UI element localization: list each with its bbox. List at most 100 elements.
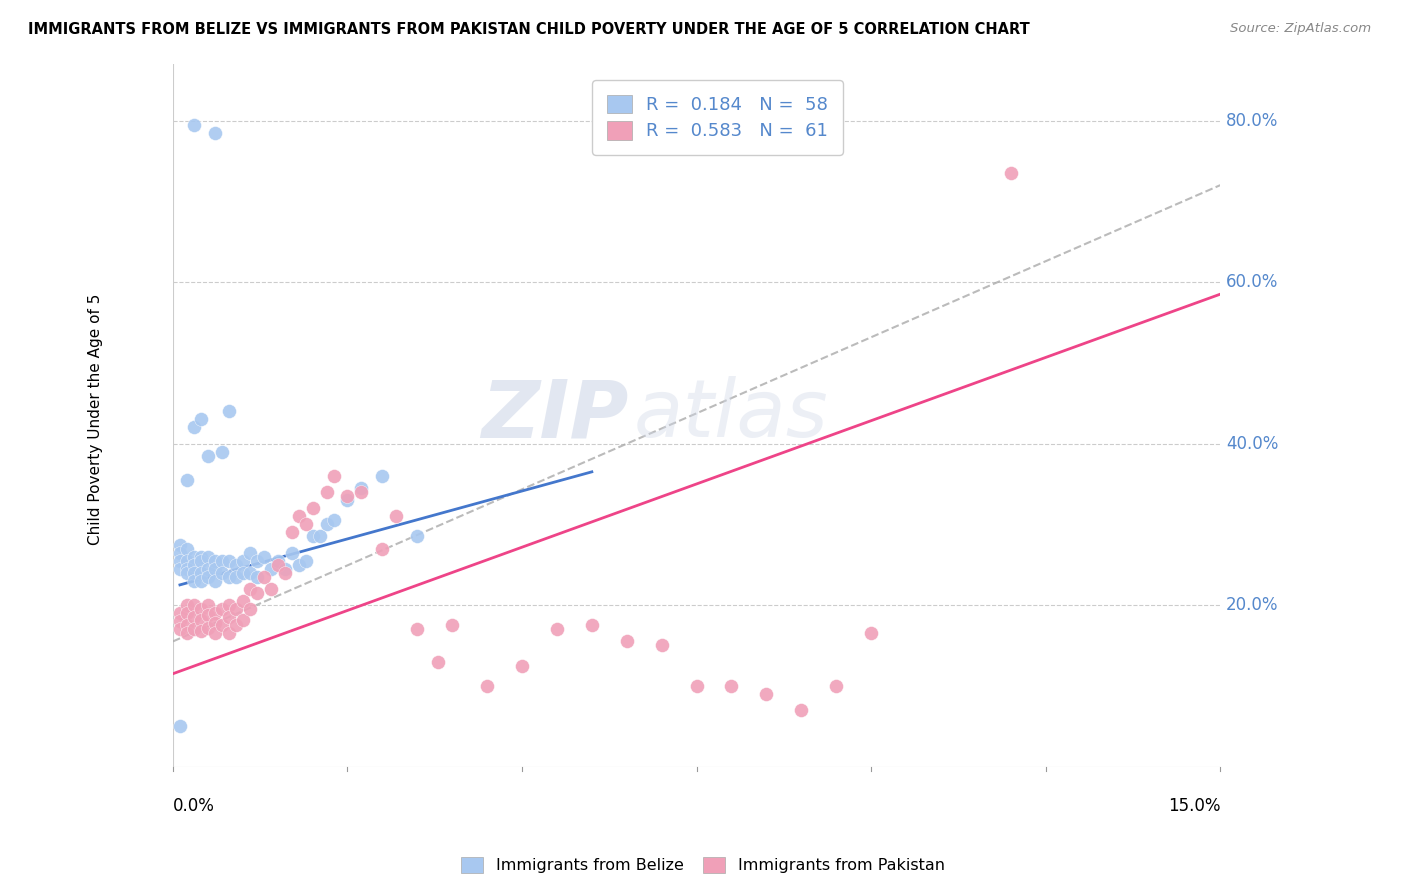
Point	[860, 626, 883, 640]
Point	[260, 582, 283, 596]
Point	[336, 489, 359, 503]
Point	[239, 545, 262, 559]
Point	[218, 570, 240, 584]
Point	[176, 618, 198, 632]
Point	[616, 634, 638, 648]
Point	[218, 404, 240, 418]
Text: 20.0%: 20.0%	[1226, 596, 1278, 614]
Point	[315, 485, 337, 500]
Point	[176, 554, 198, 568]
Point	[246, 586, 269, 600]
Text: 60.0%: 60.0%	[1226, 273, 1278, 291]
Point	[294, 517, 316, 532]
Text: Child Poverty Under the Age of 5: Child Poverty Under the Age of 5	[89, 293, 103, 545]
Point	[441, 618, 464, 632]
Text: 15.0%: 15.0%	[1168, 797, 1220, 815]
Point	[287, 558, 309, 572]
Point	[239, 602, 262, 616]
Text: IMMIGRANTS FROM BELIZE VS IMMIGRANTS FROM PAKISTAN CHILD POVERTY UNDER THE AGE O: IMMIGRANTS FROM BELIZE VS IMMIGRANTS FRO…	[28, 22, 1029, 37]
Point	[755, 687, 778, 701]
Point	[190, 613, 212, 627]
Point	[197, 549, 219, 564]
Point	[197, 621, 219, 635]
Point	[475, 679, 498, 693]
Point	[371, 468, 394, 483]
Point	[232, 566, 254, 580]
Point	[169, 622, 191, 636]
Text: ZIP: ZIP	[481, 376, 628, 454]
Text: Source: ZipAtlas.com: Source: ZipAtlas.com	[1230, 22, 1371, 36]
Point	[204, 126, 226, 140]
Point	[183, 610, 205, 624]
Point	[225, 558, 247, 572]
Point	[287, 509, 309, 524]
Point	[218, 554, 240, 568]
Point	[183, 574, 205, 588]
Point	[176, 598, 198, 612]
Point	[211, 444, 233, 458]
Point	[239, 582, 262, 596]
Point	[308, 529, 330, 543]
Point	[720, 679, 742, 693]
Point	[225, 570, 247, 584]
Point	[183, 420, 205, 434]
Point	[253, 570, 276, 584]
Point	[427, 655, 450, 669]
Point	[322, 468, 344, 483]
Point	[218, 626, 240, 640]
Point	[204, 606, 226, 620]
Point	[385, 509, 408, 524]
Point	[204, 562, 226, 576]
Point	[546, 622, 568, 636]
Point	[190, 554, 212, 568]
Point	[225, 602, 247, 616]
Point	[190, 549, 212, 564]
Point	[183, 566, 205, 580]
Point	[190, 574, 212, 588]
Point	[204, 615, 226, 630]
Point	[176, 541, 198, 556]
Point	[294, 554, 316, 568]
Point	[169, 614, 191, 628]
Point	[581, 618, 603, 632]
Point	[169, 554, 191, 568]
Point	[246, 554, 269, 568]
Legend: R =  0.184   N =  58, R =  0.583   N =  61: R = 0.184 N = 58, R = 0.583 N = 61	[592, 80, 842, 155]
Point	[406, 529, 429, 543]
Point	[280, 545, 302, 559]
Text: 0.0%: 0.0%	[173, 797, 215, 815]
Point	[169, 545, 191, 559]
Point	[211, 602, 233, 616]
Point	[301, 501, 323, 516]
Point	[169, 537, 191, 551]
Point	[253, 549, 276, 564]
Point	[301, 529, 323, 543]
Point	[183, 598, 205, 612]
Text: 40.0%: 40.0%	[1226, 434, 1278, 452]
Point	[197, 570, 219, 584]
Point	[1000, 166, 1022, 180]
Point	[260, 562, 283, 576]
Point	[322, 513, 344, 527]
Point	[190, 624, 212, 638]
Point	[211, 566, 233, 580]
Point	[204, 574, 226, 588]
Point	[218, 598, 240, 612]
Point	[273, 562, 295, 576]
Point	[169, 719, 191, 733]
Point	[211, 554, 233, 568]
Point	[176, 626, 198, 640]
Point	[225, 618, 247, 632]
Text: atlas: atlas	[634, 376, 828, 454]
Point	[232, 594, 254, 608]
Point	[176, 473, 198, 487]
Point	[211, 618, 233, 632]
Point	[315, 517, 337, 532]
Point	[232, 554, 254, 568]
Point	[825, 679, 848, 693]
Point	[197, 598, 219, 612]
Point	[266, 554, 288, 568]
Point	[246, 570, 269, 584]
Point	[183, 118, 205, 132]
Point	[336, 493, 359, 508]
